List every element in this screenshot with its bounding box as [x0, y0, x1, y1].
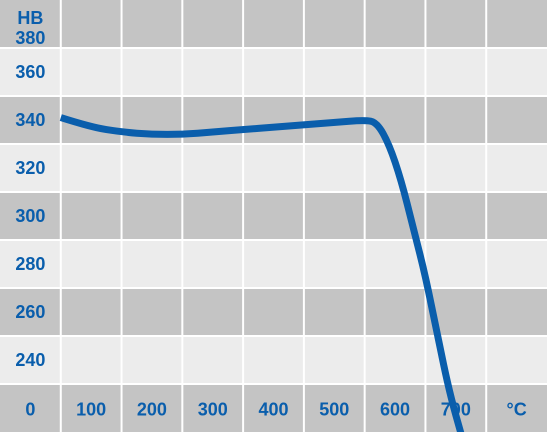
x-axis-label: °C	[507, 400, 527, 420]
series-line-0	[59, 114, 465, 432]
y-tick-label: 300	[15, 206, 45, 226]
band-5	[0, 240, 547, 288]
band-0	[0, 0, 547, 48]
y-axis-label: HB	[17, 8, 43, 28]
band-7	[0, 336, 547, 384]
x-tick-label: 200	[137, 400, 167, 420]
band-2	[0, 96, 547, 144]
band-1	[0, 48, 547, 96]
x-tick-label: 0	[25, 400, 35, 420]
y-tick-label: 360	[15, 62, 45, 82]
y-tick-label: 320	[15, 158, 45, 178]
y-tick-label: 260	[15, 302, 45, 322]
axis-labels: HB °C 380 360 340 320 300 280 260 240 0 100 200 300…	[15, 8, 526, 420]
y-tick-label: 240	[15, 350, 45, 370]
y-tick-label: 280	[15, 254, 45, 274]
y-tick-label: 380	[15, 28, 45, 48]
x-tick-label: 100	[76, 400, 106, 420]
x-tick-label: 600	[380, 400, 410, 420]
series-layer	[59, 114, 465, 432]
x-tick-label: 500	[319, 400, 349, 420]
x-tick-label: 400	[258, 400, 288, 420]
band-4	[0, 192, 547, 240]
band-3	[0, 144, 547, 192]
band-6	[0, 288, 547, 336]
x-tick-label: 300	[198, 400, 228, 420]
y-tick-label: 340	[15, 110, 45, 130]
x-tick-label: 700	[441, 400, 471, 420]
